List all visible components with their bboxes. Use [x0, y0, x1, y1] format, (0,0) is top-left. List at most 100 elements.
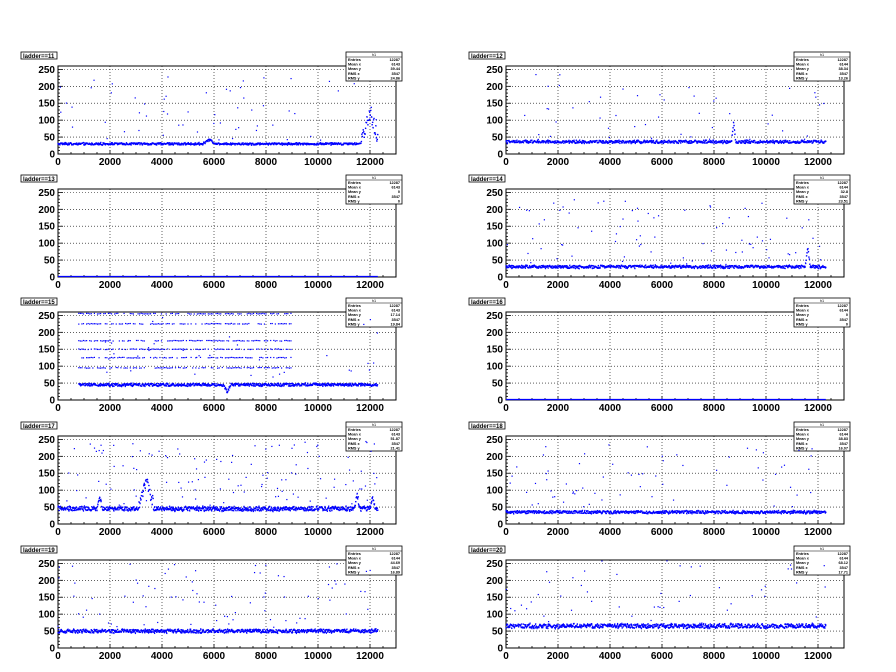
- data-point: [645, 264, 647, 266]
- data-point: [651, 140, 653, 142]
- data-point: [512, 141, 514, 143]
- data-series: [57, 76, 379, 146]
- data-point: [99, 143, 101, 145]
- data-point: [352, 144, 354, 146]
- data-point: [644, 123, 647, 126]
- data-point: [524, 266, 526, 268]
- data-point: [93, 384, 96, 386]
- data-point: [577, 265, 579, 267]
- data-point: [348, 143, 350, 146]
- data-point: [690, 140, 693, 142]
- data-point: [242, 80, 244, 82]
- data-point: [612, 141, 615, 143]
- data-point: [82, 141, 85, 144]
- data-point: [578, 141, 580, 144]
- stats-value: 19.84: [390, 322, 400, 326]
- data-point: [121, 143, 123, 146]
- data-point: [125, 383, 127, 385]
- data-point: [728, 265, 730, 267]
- data-point: [114, 384, 117, 386]
- data-point: [134, 143, 137, 146]
- data-point: [772, 265, 774, 268]
- data-point: [529, 265, 531, 267]
- data-point: [784, 267, 786, 270]
- data-point: [794, 266, 797, 268]
- data-point: [632, 140, 634, 142]
- data-point: [91, 143, 93, 145]
- data-point: [71, 106, 73, 108]
- x-tick-label: 8000: [255, 157, 278, 168]
- data-point: [531, 265, 533, 267]
- data-point: [772, 139, 774, 141]
- data-point: [729, 113, 731, 115]
- data-point: [646, 141, 648, 143]
- data-point: [241, 143, 243, 145]
- data-point: [635, 141, 637, 143]
- data-point: [688, 87, 690, 89]
- data-point: [295, 142, 298, 144]
- data-point: [108, 358, 110, 360]
- data-point: [565, 139, 567, 142]
- data-point: [668, 139, 670, 141]
- data-point: [65, 143, 67, 145]
- data-point: [740, 267, 742, 270]
- data-point: [736, 267, 739, 269]
- stats-value: 3547: [392, 72, 400, 76]
- data-point: [525, 264, 527, 267]
- data-point: [161, 143, 164, 145]
- data-point: [319, 139, 322, 141]
- data-point: [567, 266, 569, 268]
- data-point: [819, 142, 821, 144]
- data-point: [778, 142, 780, 144]
- data-point: [190, 142, 192, 144]
- data-point: [615, 114, 617, 117]
- data-point: [519, 140, 521, 142]
- data-point: [88, 382, 90, 384]
- stats-value: 39.44: [390, 67, 400, 71]
- data-point: [288, 110, 290, 112]
- data-point: [719, 141, 721, 143]
- data-point: [599, 96, 602, 98]
- data-point: [614, 141, 616, 143]
- data-point: [722, 266, 724, 268]
- data-point: [548, 140, 550, 142]
- data-point: [712, 141, 714, 143]
- data-point: [746, 142, 748, 144]
- data-point: [549, 135, 552, 137]
- data-point: [579, 264, 581, 266]
- data-point: [615, 233, 618, 235]
- data-point: [674, 265, 676, 268]
- data-point: [124, 144, 126, 146]
- data-point: [286, 142, 288, 145]
- data-point: [59, 86, 61, 88]
- data-point: [674, 139, 676, 142]
- data-point: [625, 141, 627, 143]
- data-point: [813, 267, 815, 269]
- stats-value: 12287: [389, 181, 400, 185]
- data-point: [218, 139, 220, 141]
- data-point: [124, 385, 126, 388]
- data-point: [604, 267, 606, 269]
- data-point: [587, 266, 589, 269]
- data-point: [663, 266, 665, 268]
- data-point: [577, 142, 579, 144]
- data-point: [677, 266, 680, 268]
- data-point: [256, 125, 258, 127]
- data-point: [680, 133, 682, 135]
- data-point: [334, 142, 336, 144]
- data-point: [609, 264, 611, 266]
- data-point: [91, 385, 93, 387]
- data-point: [568, 212, 570, 214]
- data-point: [104, 341, 107, 343]
- data-point: [556, 140, 559, 143]
- data-point: [652, 264, 654, 266]
- data-point: [580, 265, 582, 268]
- data-point: [547, 139, 549, 141]
- data-point: [697, 140, 699, 142]
- data-point: [522, 267, 525, 269]
- data-point: [291, 142, 293, 145]
- data-point: [515, 141, 517, 143]
- plot-frame: [57, 188, 397, 278]
- data-point: [110, 342, 113, 344]
- data-point: [593, 265, 595, 267]
